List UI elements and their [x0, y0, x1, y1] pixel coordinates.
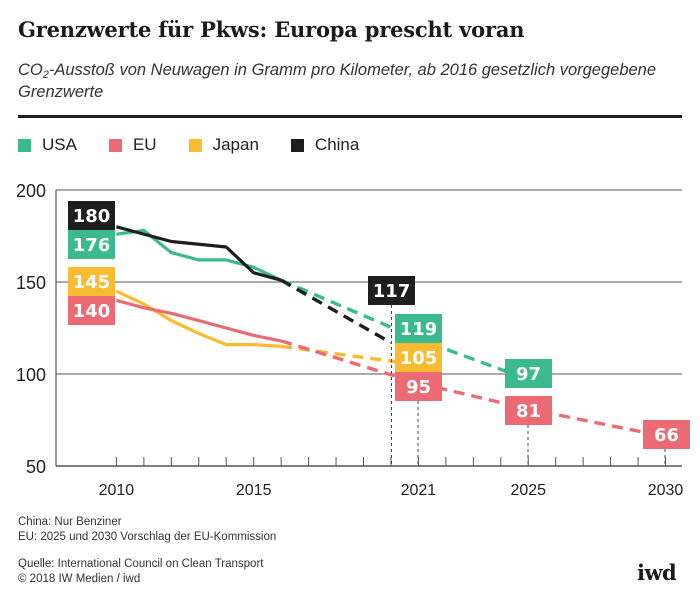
value-label-eu-2010: 140 [73, 301, 111, 322]
footnotes: China: Nur Benziner EU: 2025 und 2030 Vo… [18, 515, 276, 545]
legend-label-japan: Japan [212, 135, 259, 154]
source-block: Quelle: International Council on Clean T… [18, 557, 263, 587]
value-label-japan-2021: 105 [400, 348, 438, 369]
value-box-eu-2010 [68, 296, 115, 325]
value-label-eu-2030: 66 [654, 425, 679, 446]
legend-swatch-usa [18, 138, 31, 152]
value-box-eu-2030 [643, 420, 690, 449]
legend-label-eu: EU [132, 135, 157, 154]
value-box-china-2020 [368, 276, 415, 305]
value-label-eu-2021: 95 [406, 377, 431, 398]
x-tick-label-2025: 2025 [510, 482, 546, 499]
line-usa-actual [116, 228, 282, 282]
value-label-usa-2010: 176 [73, 235, 111, 256]
value-label-usa-2021: 119 [400, 319, 438, 340]
footnote-china: China: Nur Benziner [18, 516, 122, 528]
value-box-japan-2010 [68, 267, 115, 296]
subtitle-co: CO [18, 61, 43, 79]
x-tick-label-2015: 2015 [236, 482, 272, 499]
legend-item-japan: Japan [188, 135, 259, 155]
value-box-eu-2021 [395, 372, 442, 401]
chart-title: Grenzwerte für Pkws: Europa prescht vora… [18, 17, 525, 42]
legend-item-usa: USA [18, 135, 77, 155]
line-china-actual [115, 225, 282, 282]
value-box-usa-2010 [68, 230, 115, 259]
x-tick-label-2030: 2030 [648, 482, 684, 499]
y-tick-label-200: 200 [16, 181, 46, 201]
line-japan-actual [115, 289, 282, 348]
legend-item-eu: EU [108, 135, 157, 155]
value-box-usa-2025 [505, 359, 552, 388]
legend-swatch-china [290, 138, 304, 152]
chart-subtitle: CO2-Ausstoß von Neuwagen in Gramm pro Ki… [18, 59, 688, 103]
legend-swatch-eu [108, 138, 122, 152]
line-eu-target [280, 339, 666, 439]
legend-label-china: China [314, 135, 360, 154]
header-divider [18, 115, 682, 118]
value-box-usa-2021 [395, 314, 442, 343]
legend-item-china: China [290, 135, 360, 155]
value-box-japan-2021 [395, 343, 442, 372]
legend: USA EU Japan China [18, 135, 391, 155]
y-tick-label-100: 100 [16, 365, 46, 385]
value-label-china-2010: 180 [73, 206, 111, 227]
line-china-target [280, 278, 392, 345]
line-chart: 50 100 150 200 2010 2015 2021 2025 2030 176 119 97 1… [16, 181, 690, 499]
y-tick-label-50: 50 [26, 457, 46, 477]
source-text: Quelle: International Council on Clean T… [18, 558, 264, 570]
line-eu-actual [115, 298, 282, 343]
value-label-usa-2025: 97 [516, 364, 541, 385]
value-box-eu-2025 [505, 396, 552, 425]
legend-label-usa: USA [42, 135, 77, 154]
y-tick-label-150: 150 [16, 273, 46, 293]
legend-swatch-japan [188, 138, 202, 152]
copyright-text: © 2018 IW Medien / iwd [18, 573, 141, 585]
footnote-eu: EU: 2025 und 2030 Vorschlag der EU-Kommi… [18, 531, 277, 543]
subtitle-text: -Ausstoß von Neuwagen in Gramm pro Kilom… [18, 61, 657, 101]
x-tick-label-2021: 2021 [401, 482, 437, 499]
value-label-china-2020: 117 [373, 281, 411, 302]
value-label-eu-2025: 81 [516, 401, 541, 422]
x-tick-label-2010: 2010 [99, 482, 135, 499]
value-box-china-2010 [68, 201, 115, 230]
subtitle-subscript: 2 [42, 69, 49, 81]
iwd-logo: iwd [637, 560, 677, 585]
value-label-japan-2010: 145 [73, 272, 111, 293]
